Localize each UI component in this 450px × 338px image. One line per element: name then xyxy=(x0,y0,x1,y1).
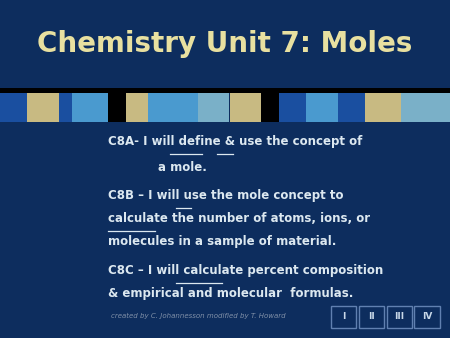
Text: III: III xyxy=(394,312,405,321)
Bar xyxy=(126,93,148,122)
Text: C8B – I will use the mole concept to: C8B – I will use the mole concept to xyxy=(108,189,343,202)
Bar xyxy=(400,93,450,122)
Bar xyxy=(0,93,27,122)
Bar xyxy=(338,93,364,122)
Text: C8A- I will define & use the concept of: C8A- I will define & use the concept of xyxy=(108,135,362,148)
Bar xyxy=(27,93,58,122)
Text: IV: IV xyxy=(422,312,432,321)
Bar xyxy=(148,93,180,122)
Text: I: I xyxy=(342,312,345,321)
Text: II: II xyxy=(368,312,375,321)
Bar xyxy=(0,88,450,93)
Bar xyxy=(331,306,356,328)
Bar xyxy=(387,306,412,328)
Bar xyxy=(58,93,72,122)
Bar xyxy=(414,306,440,328)
Text: Chemistry Unit 7: Moles: Chemistry Unit 7: Moles xyxy=(37,30,413,58)
Text: created by C. Johannesson modified by T. Howard: created by C. Johannesson modified by T.… xyxy=(111,313,285,319)
Bar xyxy=(198,93,230,122)
Bar xyxy=(279,93,306,122)
Bar xyxy=(359,306,384,328)
Bar xyxy=(364,93,400,122)
Text: C8C – I will calculate percent composition: C8C – I will calculate percent compositi… xyxy=(108,264,383,277)
Bar xyxy=(306,93,338,122)
Text: calculate the number of atoms, ions, or: calculate the number of atoms, ions, or xyxy=(108,212,370,225)
Bar xyxy=(72,93,108,122)
Bar xyxy=(108,93,126,122)
Text: & empirical and molecular  formulas.: & empirical and molecular formulas. xyxy=(108,287,353,300)
Text: a mole.: a mole. xyxy=(158,161,207,173)
Bar xyxy=(180,93,198,122)
Bar xyxy=(261,93,279,122)
Bar xyxy=(230,93,261,122)
Text: molecules in a sample of material.: molecules in a sample of material. xyxy=(108,235,337,248)
